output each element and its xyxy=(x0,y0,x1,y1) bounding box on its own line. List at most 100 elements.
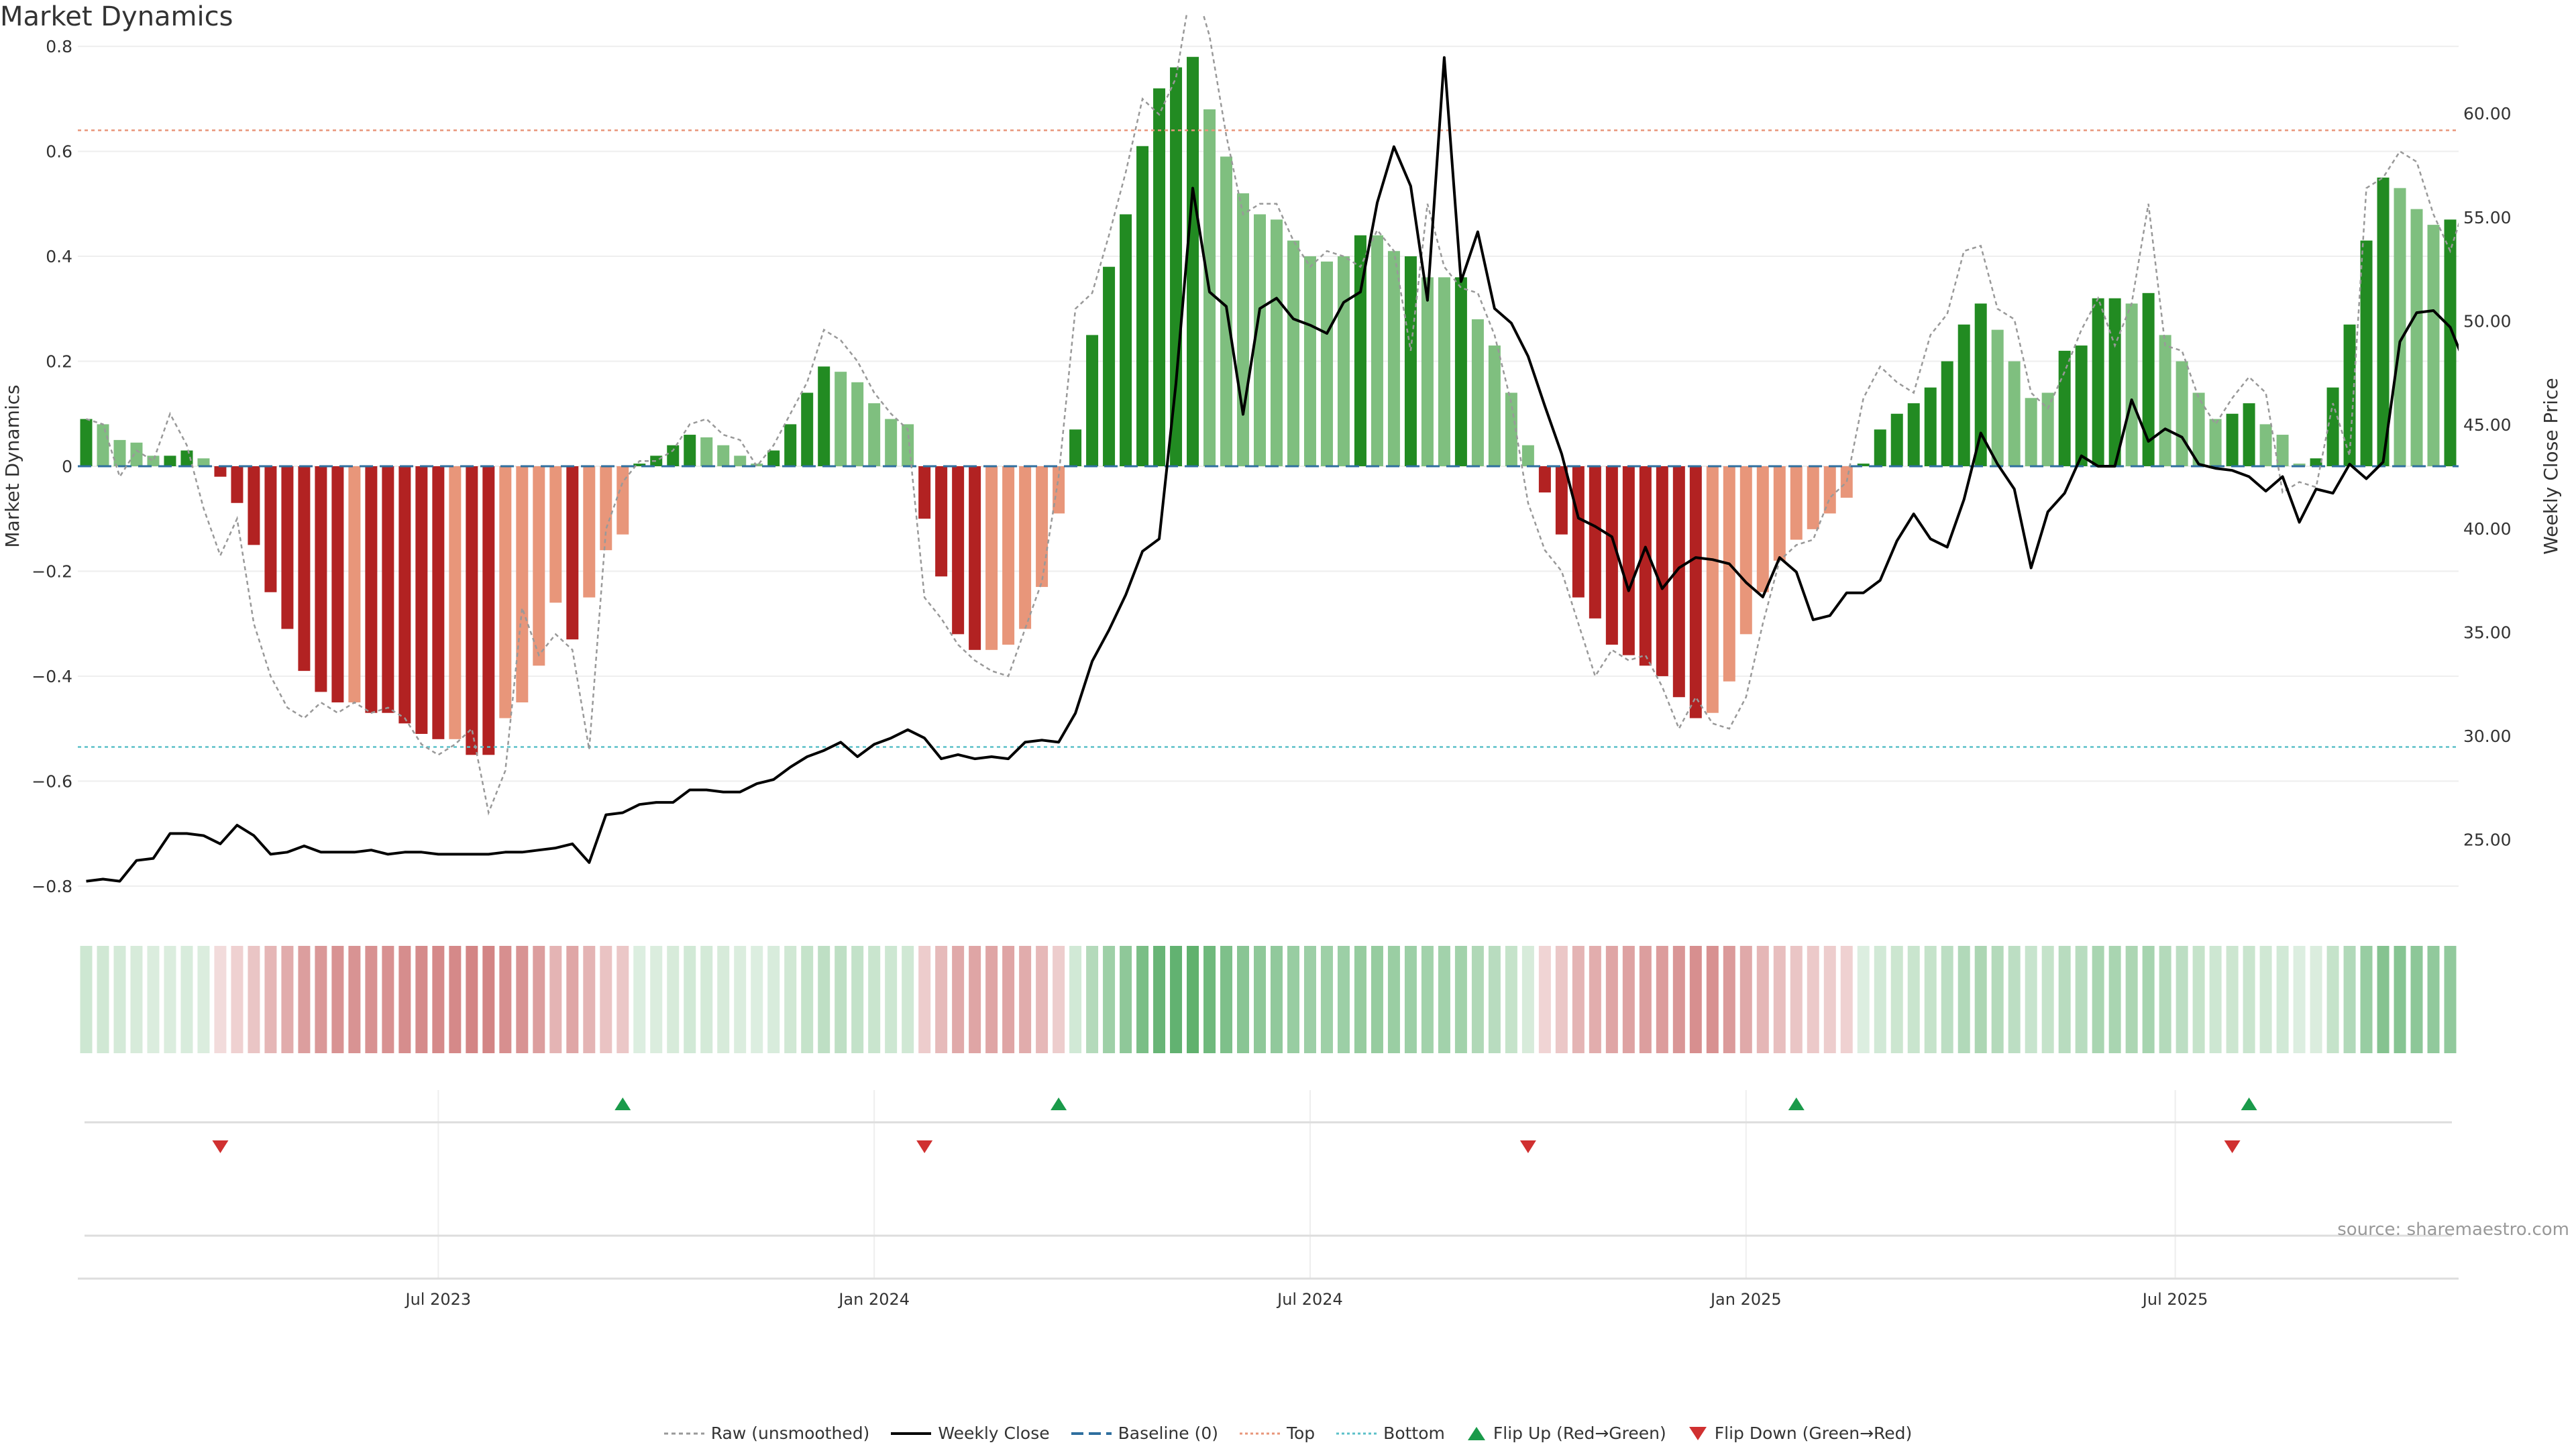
heat-cell-111 xyxy=(1941,946,1953,1053)
bar-47 xyxy=(868,403,881,466)
bar-82 xyxy=(1454,277,1467,466)
heat-cell-128 xyxy=(2226,946,2239,1053)
bar-65 xyxy=(1170,67,1183,467)
bar-94 xyxy=(1656,466,1668,676)
bar-128 xyxy=(2226,413,2239,466)
heat-cell-29 xyxy=(566,946,579,1053)
bar-16 xyxy=(348,466,361,703)
bar-72 xyxy=(1287,240,1299,466)
flip-down-marker-0 xyxy=(212,1140,229,1153)
bar-71 xyxy=(1270,219,1283,466)
heat-cell-4 xyxy=(147,946,160,1053)
bar-122 xyxy=(2125,303,2138,466)
heat-cell-13 xyxy=(298,946,311,1053)
heat-cell-8 xyxy=(214,946,227,1053)
bar-130 xyxy=(2259,424,2272,466)
bar-2 xyxy=(113,439,126,466)
bar-97 xyxy=(1706,466,1719,713)
bar-90 xyxy=(1589,466,1601,619)
heat-cell-2 xyxy=(113,946,126,1053)
heat-cell-133 xyxy=(2310,946,2322,1053)
heat-cell-3 xyxy=(130,946,143,1053)
bar-117 xyxy=(2041,392,2054,466)
heat-cell-89 xyxy=(1572,946,1585,1053)
bar-79 xyxy=(1404,256,1417,466)
heat-cell-21 xyxy=(432,946,445,1053)
bar-35 xyxy=(667,445,680,466)
heat-cell-7 xyxy=(197,946,210,1053)
bar-114 xyxy=(1991,329,2004,466)
heat-cell-70 xyxy=(1254,946,1267,1053)
bar-25 xyxy=(499,466,512,718)
bar-53 xyxy=(969,466,981,650)
y-tick-label-6: −0.4 xyxy=(32,667,72,686)
bar-127 xyxy=(2209,419,2222,466)
bar-0 xyxy=(80,419,93,466)
legend-label-flip-up: Flip Up (Red→Green) xyxy=(1493,1424,1666,1443)
heat-cell-121 xyxy=(2108,946,2121,1053)
heat-cell-14 xyxy=(315,946,327,1053)
legend-swatch-raw xyxy=(663,1432,704,1434)
heat-cell-104 xyxy=(1823,946,1836,1053)
flip-down-marker-2 xyxy=(1519,1140,1536,1153)
heat-cell-85 xyxy=(1505,946,1517,1053)
legend-swatch-bottom xyxy=(1336,1432,1377,1434)
bar-10 xyxy=(248,466,260,545)
bar-92 xyxy=(1622,466,1635,655)
bar-83 xyxy=(1471,319,1484,466)
bar-8 xyxy=(214,466,227,477)
x-tick-label-4: Jul 2025 xyxy=(2141,1290,2208,1309)
bar-137 xyxy=(2377,177,2390,466)
heat-cell-115 xyxy=(2008,946,2021,1053)
bar-30 xyxy=(583,466,596,598)
y-tick-label-3: 0.2 xyxy=(46,352,72,372)
bar-93 xyxy=(1639,466,1652,666)
heat-cell-84 xyxy=(1488,946,1501,1053)
bar-57 xyxy=(1036,466,1049,587)
legend-swatch-baseline xyxy=(1071,1432,1112,1435)
heat-cell-112 xyxy=(1957,946,1970,1053)
flip-up-marker-1 xyxy=(1051,1097,1067,1110)
bar-91 xyxy=(1605,466,1618,645)
heat-cell-54 xyxy=(985,946,998,1053)
heat-cell-11 xyxy=(264,946,277,1053)
bar-52 xyxy=(952,466,965,635)
series-line-weekly-close xyxy=(86,56,2459,883)
bar-89 xyxy=(1572,466,1585,598)
bar-3 xyxy=(130,442,143,466)
heat-cell-72 xyxy=(1287,946,1299,1053)
heat-cell-48 xyxy=(885,946,898,1053)
bar-141 xyxy=(2444,219,2457,466)
heat-cell-101 xyxy=(1773,946,1786,1053)
heat-cell-30 xyxy=(583,946,596,1053)
bar-5 xyxy=(164,455,176,466)
bar-37 xyxy=(700,437,713,466)
bar-99 xyxy=(1739,466,1752,635)
heat-cell-87 xyxy=(1538,946,1551,1053)
bar-80 xyxy=(1421,277,1434,466)
legend-item-bottom: Bottom xyxy=(1336,1424,1445,1443)
y2-tick-label-6: 55.00 xyxy=(2463,208,2512,227)
bar-62 xyxy=(1120,214,1132,466)
legend-label-top: Top xyxy=(1286,1424,1316,1443)
bar-75 xyxy=(1337,256,1350,466)
legend-item-baseline: Baseline (0) xyxy=(1071,1424,1218,1443)
heat-cell-135 xyxy=(2343,946,2356,1053)
heat-cell-17 xyxy=(365,946,378,1053)
heat-cell-109 xyxy=(1907,946,1920,1053)
heat-cell-96 xyxy=(1689,946,1702,1053)
bar-104 xyxy=(1823,466,1836,514)
bar-1 xyxy=(97,424,109,466)
bar-43 xyxy=(801,392,814,466)
bar-77 xyxy=(1371,235,1383,466)
bar-121 xyxy=(2108,298,2121,466)
bar-138 xyxy=(2394,188,2406,466)
bar-9 xyxy=(231,466,244,503)
bar-69 xyxy=(1237,193,1250,466)
heat-cell-32 xyxy=(616,946,629,1053)
y2-tick-label-7: 60.00 xyxy=(2463,104,2512,123)
heat-cell-77 xyxy=(1371,946,1383,1053)
flip-down-marker-1 xyxy=(916,1140,933,1153)
y2-axis-title: Weekly Close Price xyxy=(2540,378,2562,554)
